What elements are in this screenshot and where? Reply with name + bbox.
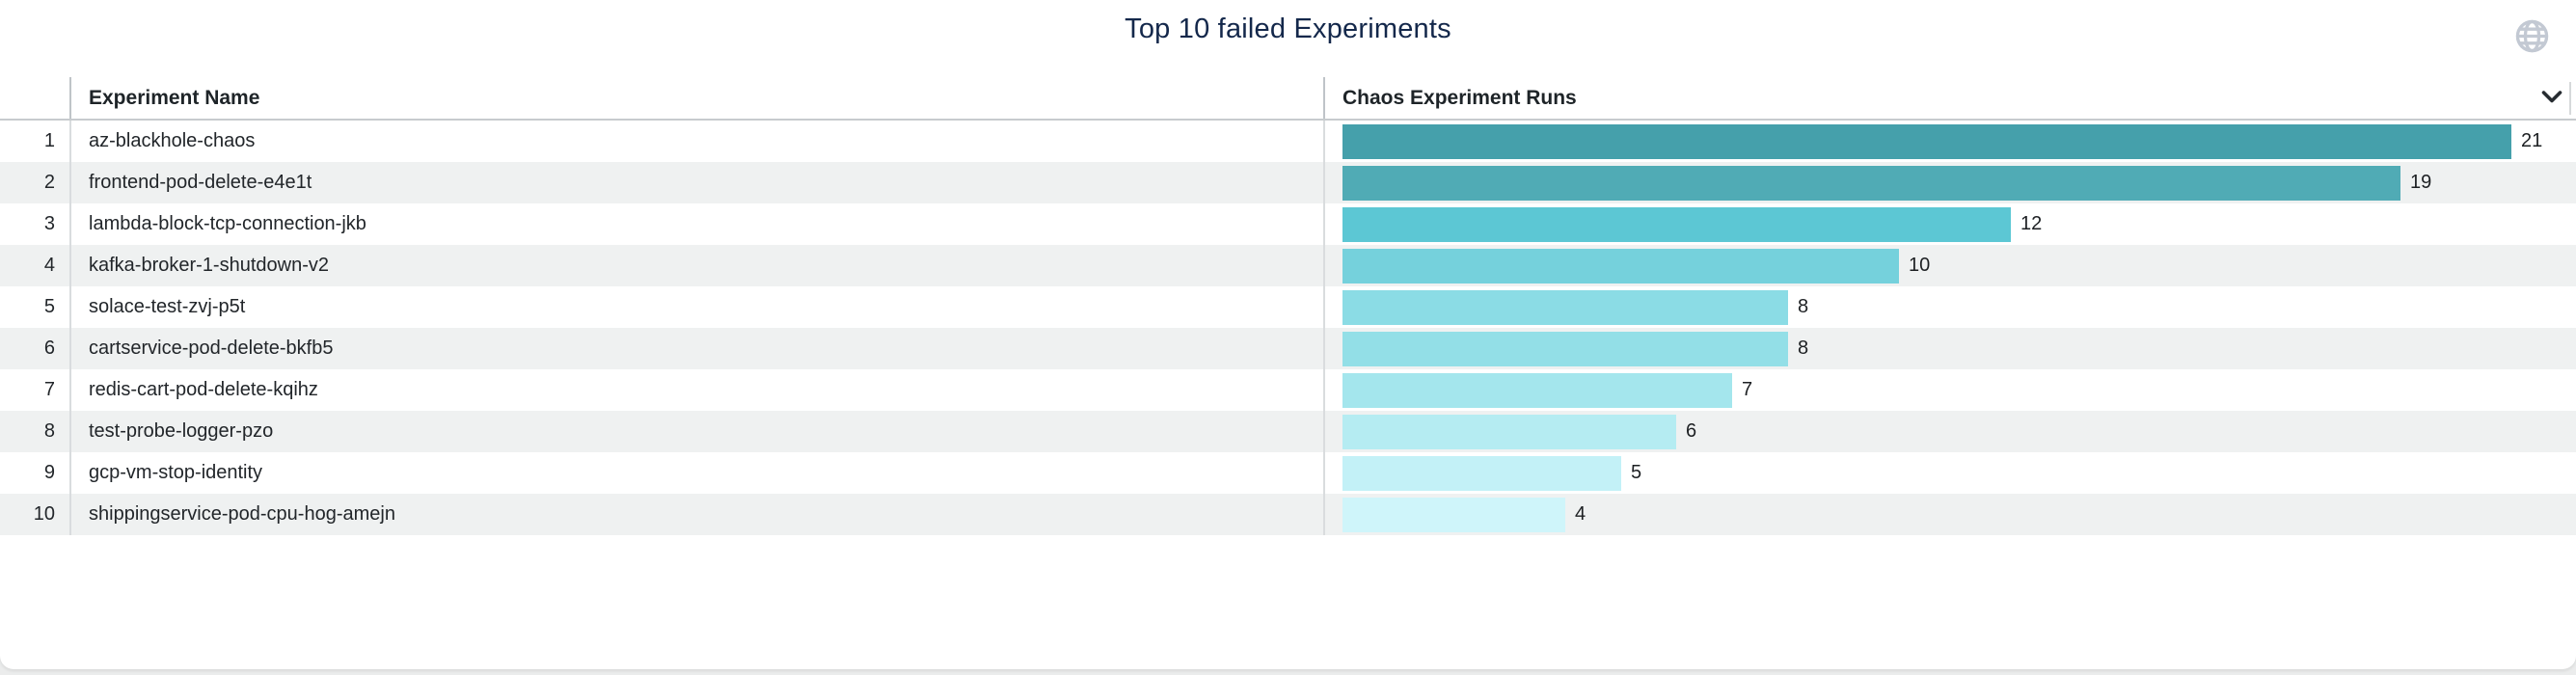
run-count-bar[interactable] (1342, 497, 1565, 532)
row-number: 4 (43, 255, 55, 276)
bar-cell: 7 (1323, 369, 2576, 411)
column-header-experiment-name[interactable]: Experiment Name (69, 77, 1323, 119)
table-row: 10 shippingservice-pod-cpu-hog-amejn 4 (0, 494, 2576, 535)
experiment-name: solace-test-zvj-p5t (69, 286, 1323, 328)
bar-value-label: 4 (1575, 503, 1586, 525)
bar-value-label: 8 (1798, 338, 1809, 359)
bar-cell: 6 (1323, 411, 2576, 452)
bar-cell: 21 (1323, 121, 2576, 162)
table-row: 2 frontend-pod-delete-e4e1t 19 (0, 162, 2576, 203)
run-count-bar[interactable] (1342, 165, 2400, 201)
column-header-label: Experiment Name (89, 86, 260, 109)
run-count-bar[interactable] (1342, 372, 1732, 408)
bar-cell: 12 (1323, 203, 2576, 245)
rank-column-header (0, 77, 69, 119)
table-header-row: Experiment Name Chaos Experiment Runs (0, 77, 2576, 121)
row-number: 1 (43, 130, 55, 151)
row-number: 10 (33, 503, 55, 525)
row-number: 2 (43, 172, 55, 193)
bar-cell: 10 (1323, 245, 2576, 286)
bar-cell: 4 (1323, 494, 2576, 535)
row-number: 6 (43, 338, 55, 359)
experiment-name: lambda-block-tcp-connection-jkb (69, 203, 1323, 245)
experiment-name: kafka-broker-1-shutdown-v2 (69, 245, 1323, 286)
row-number: 8 (43, 420, 55, 442)
row-number: 9 (43, 462, 55, 483)
run-count-bar[interactable] (1342, 414, 1676, 449)
bar-cell: 5 (1323, 452, 2576, 494)
page-title: Top 10 failed Experiments (1125, 14, 1451, 44)
experiment-name: gcp-vm-stop-identity (69, 452, 1323, 494)
table-row: 5 solace-test-zvj-p5t 8 (0, 286, 2576, 328)
row-number: 5 (43, 296, 55, 317)
experiment-name: az-blackhole-chaos (69, 121, 1323, 162)
widget-title-bar: Top 10 failed Experiments (0, 0, 2576, 77)
experiment-name: test-probe-logger-pzo (69, 411, 1323, 452)
bar-cell: 19 (1323, 162, 2576, 203)
run-count-bar[interactable] (1342, 123, 2511, 159)
table-row: 9 gcp-vm-stop-identity 5 (0, 452, 2576, 494)
run-count-bar[interactable] (1342, 331, 1788, 366)
bar-value-label: 21 (2521, 130, 2543, 151)
column-header-chaos-experiment-runs[interactable]: Chaos Experiment Runs (1323, 77, 2576, 119)
bar-value-label: 12 (2020, 213, 2043, 234)
globe-icon (2515, 19, 2549, 53)
experiment-name: shippingservice-pod-cpu-hog-amejn (69, 494, 1323, 535)
run-count-bar[interactable] (1342, 206, 2011, 242)
table-row: 1 az-blackhole-chaos 21 (0, 121, 2576, 162)
bar-value-label: 19 (2410, 172, 2432, 193)
table-row: 3 lambda-block-tcp-connection-jkb 12 (0, 203, 2576, 245)
table-row: 7 redis-cart-pod-delete-kqihz 7 (0, 369, 2576, 411)
bar-value-label: 7 (1742, 379, 1753, 400)
bar-cell: 8 (1323, 328, 2576, 369)
run-count-bar[interactable] (1342, 248, 1899, 284)
bar-value-label: 8 (1798, 296, 1809, 317)
table-body: 1 az-blackhole-chaos 21 2 frontend-pod-delet… (0, 121, 2576, 535)
row-number: 7 (43, 379, 55, 400)
row-number: 3 (43, 213, 55, 234)
column-header-label: Chaos Experiment Runs (1342, 86, 1577, 109)
experiment-name: frontend-pod-delete-e4e1t (69, 162, 1323, 203)
header-right-divider (2569, 82, 2571, 115)
experiment-name: cartservice-pod-delete-bkfb5 (69, 328, 1323, 369)
bar-value-label: 5 (1631, 462, 1642, 483)
bar-value-label: 6 (1686, 420, 1697, 442)
table-row: 6 cartservice-pod-delete-bkfb5 8 (0, 328, 2576, 369)
table-row: 8 test-probe-logger-pzo 6 (0, 411, 2576, 452)
experiment-name: redis-cart-pod-delete-kqihz (69, 369, 1323, 411)
table-row: 4 kafka-broker-1-shutdown-v2 10 (0, 245, 2576, 286)
run-count-bar[interactable] (1342, 289, 1788, 325)
bar-value-label: 10 (1909, 255, 1931, 276)
chevron-down-icon[interactable] (2541, 90, 2562, 105)
bar-cell: 8 (1323, 286, 2576, 328)
run-count-bar[interactable] (1342, 455, 1621, 491)
